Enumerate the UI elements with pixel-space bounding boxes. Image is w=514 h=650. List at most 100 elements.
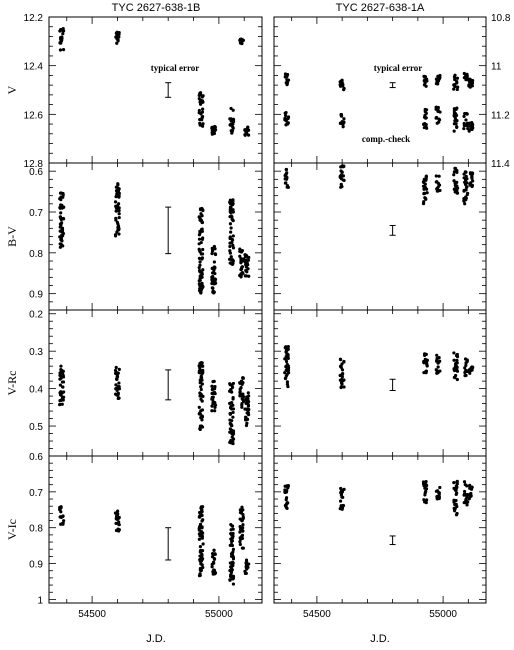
data-point: [470, 126, 475, 130]
data-point: [201, 122, 205, 126]
data-point: [231, 396, 235, 400]
data-point: [247, 394, 251, 398]
data-point: [424, 358, 429, 362]
data-point: [201, 542, 205, 546]
data-point: [230, 560, 235, 564]
data-point: [229, 226, 233, 230]
data-point: [238, 390, 242, 394]
data-point: [456, 85, 460, 89]
data-point: [58, 245, 62, 249]
data-point: [465, 185, 469, 189]
data-point: [211, 380, 215, 384]
data-point: [436, 105, 440, 110]
data-point: [247, 407, 251, 412]
data-point: [452, 84, 457, 88]
data-point: [463, 483, 467, 487]
data-point: [199, 397, 203, 401]
data-point: [114, 185, 118, 189]
data-point: [228, 421, 232, 426]
data-point: [241, 397, 245, 401]
data-point: [115, 189, 120, 194]
data-point: [244, 274, 248, 278]
data-point: [238, 508, 242, 512]
data-point: [199, 409, 203, 413]
data-point: [240, 401, 244, 406]
data-point: [239, 386, 243, 390]
data-point: [338, 175, 342, 179]
data-point: [465, 74, 469, 78]
data-point: [422, 122, 426, 126]
y-tick-label-right: 11.4: [491, 159, 510, 170]
x-tick-label: 54500: [78, 609, 106, 620]
data-point: [342, 178, 346, 183]
data-point: [231, 564, 235, 568]
data-point: [340, 165, 345, 169]
data-point: [456, 186, 460, 190]
data-point: [239, 259, 243, 263]
data-point: [468, 483, 472, 487]
data-point: [61, 244, 65, 248]
column-title-a: TYC 2627-638-1A: [336, 2, 425, 14]
data-point: [198, 369, 202, 373]
data-point: [465, 499, 469, 503]
data-point: [463, 492, 467, 496]
data-point: [60, 372, 64, 376]
data-point: [212, 260, 216, 264]
data-point: [240, 39, 244, 43]
data-point: [200, 95, 204, 99]
data-point: [285, 83, 289, 87]
data-point: [455, 87, 459, 92]
data-point: [200, 508, 204, 512]
data-point: [59, 364, 63, 368]
data-point: [241, 529, 245, 533]
data-point: [453, 509, 457, 513]
y-tick-label: 0.3: [29, 347, 43, 358]
data-point: [117, 520, 121, 524]
data-point: [245, 567, 249, 571]
data-point: [240, 517, 245, 522]
data-point: [200, 513, 204, 517]
panel-frame: [48, 455, 263, 604]
data-point: [454, 513, 459, 517]
data-point: [212, 290, 216, 294]
data-point: [213, 384, 217, 389]
data-point: [212, 561, 216, 565]
data-point: [435, 359, 439, 363]
data-point: [59, 35, 63, 40]
data-point: [240, 405, 244, 409]
data-point: [424, 108, 429, 112]
panel-1-B: 0.6 0.7 0.8 0.9 B-V: [5, 162, 263, 311]
data-point: [197, 405, 201, 409]
data-point: [231, 203, 235, 207]
data-point: [228, 389, 232, 393]
data-point: [197, 247, 201, 251]
data-point: [342, 86, 346, 91]
data-point: [240, 265, 244, 270]
data-point: [341, 495, 345, 499]
data-point: [434, 81, 439, 86]
data-point: [437, 496, 441, 500]
data-point: [198, 534, 202, 538]
y-tick-label: 0.7: [29, 488, 43, 499]
data-point: [201, 247, 205, 252]
data-point: [231, 437, 236, 441]
data-point: [462, 114, 466, 119]
data-point: [211, 286, 215, 290]
data-point: [285, 372, 289, 376]
data-point: [436, 109, 440, 113]
data-point: [231, 125, 235, 129]
data-point: [437, 183, 442, 187]
data-point: [241, 376, 245, 380]
data-point: [286, 115, 291, 119]
data-point: [59, 367, 63, 372]
data-point: [284, 72, 288, 77]
data-point: [198, 289, 202, 293]
data-point: [228, 200, 233, 204]
y-tick-label: 12.2: [24, 13, 44, 24]
data-point: [246, 399, 251, 404]
data-point: [437, 120, 441, 124]
data-point: [286, 356, 290, 360]
data-point: [231, 410, 235, 415]
data-point: [213, 409, 217, 413]
data-point: [284, 75, 288, 79]
